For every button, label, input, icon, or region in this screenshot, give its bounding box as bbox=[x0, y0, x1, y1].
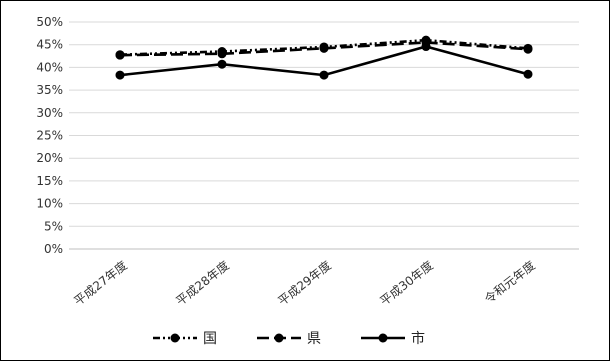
y-tick-label: 15% bbox=[36, 174, 63, 188]
x-category-label: 平成30年度 bbox=[377, 258, 436, 309]
grid-lines bbox=[69, 21, 579, 250]
data-point bbox=[217, 59, 227, 69]
legend-label: 市 bbox=[411, 330, 425, 347]
x-category-label: 令和元年度 bbox=[481, 258, 538, 307]
data-point bbox=[115, 50, 125, 60]
y-tick-label: 10% bbox=[36, 197, 63, 211]
y-axis-tick-labels: 50% 45% 40% 35% 30% 25% 20% 15% 10% 5% 0% bbox=[36, 15, 63, 256]
y-tick-label: 50% bbox=[36, 15, 63, 29]
legend-marker bbox=[170, 333, 180, 343]
data-point bbox=[523, 44, 533, 54]
series-lines bbox=[115, 35, 533, 80]
y-tick-label: 35% bbox=[36, 83, 63, 97]
data-point bbox=[523, 69, 533, 79]
x-category-label: 平成27年度 bbox=[71, 258, 130, 309]
legend-label: 国 bbox=[203, 331, 217, 347]
legend-label: 県 bbox=[307, 331, 321, 347]
x-category-label: 平成28年度 bbox=[173, 258, 232, 309]
y-tick-label: 45% bbox=[36, 38, 63, 52]
data-point bbox=[217, 49, 227, 59]
y-tick-label: 40% bbox=[36, 60, 63, 74]
y-tick-label: 25% bbox=[36, 129, 63, 143]
legend-marker bbox=[378, 333, 388, 343]
data-point bbox=[115, 70, 125, 80]
legend-marker bbox=[274, 333, 284, 343]
data-point bbox=[421, 42, 431, 52]
y-tick-label: 5% bbox=[44, 219, 63, 233]
y-tick-label: 30% bbox=[36, 106, 63, 120]
x-axis-category-labels: 平成27年度 平成28年度 平成29年度 平成30年度 令和元年度 bbox=[71, 258, 538, 309]
legend: 国県市 bbox=[153, 330, 425, 347]
data-point bbox=[319, 70, 329, 80]
y-tick-label: 0% bbox=[44, 242, 63, 256]
data-point bbox=[319, 43, 329, 53]
y-tick-label: 20% bbox=[36, 151, 63, 165]
x-category-label: 平成29年度 bbox=[275, 258, 334, 309]
